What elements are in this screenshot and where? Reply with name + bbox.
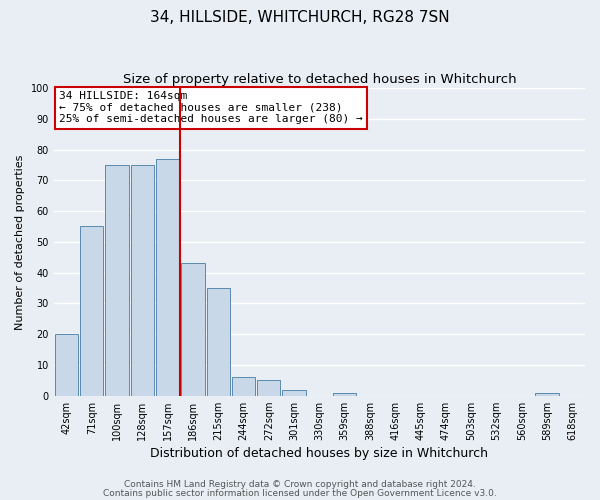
Text: Contains HM Land Registry data © Crown copyright and database right 2024.: Contains HM Land Registry data © Crown c… (124, 480, 476, 489)
Bar (206, 288, 230, 396)
Title: Size of property relative to detached houses in Whitchurch: Size of property relative to detached ho… (122, 72, 516, 86)
Bar (131, 165, 154, 396)
Text: 34 HILLSIDE: 164sqm
← 75% of detached houses are smaller (238)
25% of semi-detac: 34 HILLSIDE: 164sqm ← 75% of detached ho… (59, 91, 363, 124)
Bar (80, 226, 103, 396)
Bar (283, 390, 306, 396)
Text: Contains public sector information licensed under the Open Government Licence v3: Contains public sector information licen… (103, 488, 497, 498)
Bar (333, 392, 356, 396)
Bar (181, 264, 205, 396)
Bar (232, 377, 255, 396)
Text: 34, HILLSIDE, WHITCHURCH, RG28 7SN: 34, HILLSIDE, WHITCHURCH, RG28 7SN (150, 10, 450, 25)
X-axis label: Distribution of detached houses by size in Whitchurch: Distribution of detached houses by size … (151, 447, 488, 460)
Bar (106, 165, 128, 396)
Bar (535, 392, 559, 396)
Bar (55, 334, 78, 396)
Bar (156, 159, 179, 396)
Y-axis label: Number of detached properties: Number of detached properties (15, 154, 25, 330)
Bar (257, 380, 280, 396)
